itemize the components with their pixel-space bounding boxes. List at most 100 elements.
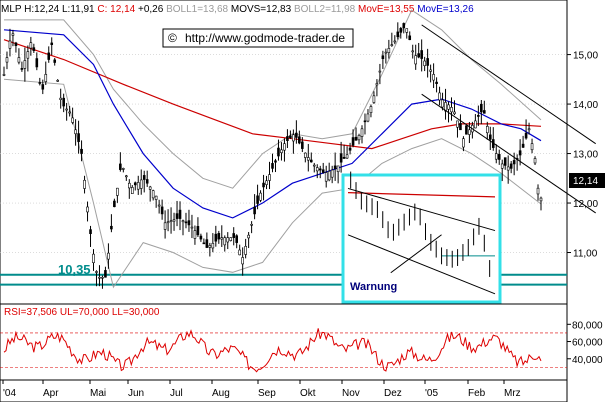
movs-label: MOVS=12,83 bbox=[231, 4, 292, 15]
candle-body-351 bbox=[351, 137, 355, 146]
rsi-header: RSI=37,506 UL=70,000 LL=30,000 bbox=[4, 307, 160, 318]
candle-body-498 bbox=[497, 154, 501, 160]
candle-body-75 bbox=[77, 133, 80, 142]
candle-body-366 bbox=[366, 113, 370, 122]
time-tick-3: Jun bbox=[128, 388, 144, 399]
candle-body-513 bbox=[512, 160, 516, 165]
boll2-label: BOLL2=11,98 bbox=[294, 4, 356, 15]
bollinger-bands bbox=[3, 9, 542, 289]
candle-body-519 bbox=[518, 150, 522, 156]
candle-body-453 bbox=[453, 111, 456, 115]
candle-body-327 bbox=[327, 170, 331, 181]
candle-body-468 bbox=[468, 129, 471, 135]
candle-body-438 bbox=[438, 92, 441, 101]
boll1-label: BOLL1=13,68 bbox=[166, 4, 228, 15]
time-tick-4: Jul bbox=[170, 388, 183, 399]
candle-body-474 bbox=[474, 120, 477, 129]
candle-body-18 bbox=[20, 68, 24, 70]
inset-zoom: Warnung bbox=[341, 171, 502, 304]
candle-body-384 bbox=[384, 51, 388, 54]
candle-body-231 bbox=[232, 233, 236, 238]
candle-body-234 bbox=[235, 235, 238, 243]
candle-body-87 bbox=[89, 229, 92, 235]
candle-body-306 bbox=[306, 157, 310, 161]
candle-body-405 bbox=[405, 28, 409, 33]
candle-body-54 bbox=[56, 80, 60, 82]
candle-body-480 bbox=[480, 103, 483, 113]
candle-body-138 bbox=[139, 179, 143, 189]
rsi-plot bbox=[0, 328, 567, 373]
candle-body-321 bbox=[321, 169, 325, 173]
candle-body-402 bbox=[402, 23, 406, 29]
candle-body-486 bbox=[485, 126, 489, 134]
candle-body-303 bbox=[304, 152, 307, 158]
candle-body-432 bbox=[432, 74, 435, 81]
candle-body-186 bbox=[187, 220, 191, 226]
candle-body-135 bbox=[136, 182, 140, 190]
candle-body-210 bbox=[211, 243, 215, 249]
candle-body-540 bbox=[539, 197, 543, 202]
candle-body-483 bbox=[483, 110, 486, 114]
candle-body-243 bbox=[244, 246, 247, 255]
candle-body-324 bbox=[324, 172, 328, 182]
candle-body-144 bbox=[145, 179, 149, 184]
last-price-tag: 12,14 bbox=[569, 173, 605, 188]
candle-body-330 bbox=[330, 169, 334, 178]
candle-body-6 bbox=[8, 40, 12, 49]
candle-body-189 bbox=[190, 226, 194, 229]
candle-body-336 bbox=[336, 165, 340, 172]
candle-body-150 bbox=[151, 190, 155, 199]
warning-label: Warnung bbox=[350, 281, 397, 293]
candle-body-57 bbox=[59, 97, 62, 100]
candle-body-123 bbox=[125, 175, 128, 178]
candle-body-423 bbox=[423, 60, 426, 67]
candle-body-363 bbox=[363, 120, 367, 123]
candle-body-9 bbox=[11, 33, 15, 36]
candle-body-66 bbox=[68, 111, 71, 114]
high-label: H:12,24 bbox=[24, 4, 59, 15]
candle-body-153 bbox=[154, 195, 158, 200]
candle-body-15 bbox=[17, 57, 21, 63]
candle-body-45 bbox=[47, 52, 51, 60]
candle-body-198 bbox=[199, 235, 203, 240]
candle-body-171 bbox=[172, 219, 176, 222]
candle-body-276 bbox=[277, 147, 280, 157]
candle-body-426 bbox=[426, 58, 429, 66]
candle-body-12 bbox=[14, 42, 18, 46]
candle-body-261 bbox=[262, 182, 265, 188]
rsi-axis: 80,000 60,000 40,000 bbox=[567, 320, 603, 366]
candle-body-84 bbox=[86, 206, 89, 213]
price-tick-0: 15,00 bbox=[573, 51, 598, 62]
price-header: MLP H:12,24 L:11,91 C: 12,14 +0,26 BOLL1… bbox=[1, 4, 474, 15]
time-tick-0: '04 bbox=[3, 388, 16, 399]
candle-body-99 bbox=[101, 276, 104, 279]
trend-line-1 bbox=[421, 93, 596, 214]
inset-warning-line bbox=[390, 234, 442, 274]
close-label: C: 12,14 bbox=[97, 4, 135, 15]
candle-body-501 bbox=[500, 163, 504, 169]
candle-body-126 bbox=[128, 182, 131, 189]
candle-body-204 bbox=[205, 239, 209, 248]
candle-body-270 bbox=[271, 163, 274, 169]
candle-body-240 bbox=[241, 257, 244, 265]
candle-body-129 bbox=[130, 187, 134, 194]
candle-body-111 bbox=[113, 200, 116, 208]
candle-body-252 bbox=[253, 206, 256, 215]
candle-body-177 bbox=[178, 209, 182, 219]
candle-body-105 bbox=[107, 252, 110, 260]
candle-body-255 bbox=[256, 195, 259, 204]
candle-body-507 bbox=[506, 166, 510, 171]
candle-body-69 bbox=[71, 117, 74, 123]
candle-body-132 bbox=[133, 182, 137, 186]
price-tick-4: 11,00 bbox=[573, 249, 598, 260]
price-tick-1: 14,00 bbox=[573, 100, 598, 111]
candle-body-342 bbox=[342, 156, 346, 159]
candle-body-408 bbox=[408, 35, 412, 41]
candle-body-162 bbox=[163, 222, 167, 230]
last-price-value: 12,14 bbox=[573, 176, 598, 187]
time-tick-5: Aug bbox=[212, 388, 230, 399]
candle-body-294 bbox=[295, 132, 298, 138]
candle-body-399 bbox=[399, 28, 403, 33]
candle-body-195 bbox=[196, 226, 200, 236]
candle-body-489 bbox=[488, 134, 492, 140]
